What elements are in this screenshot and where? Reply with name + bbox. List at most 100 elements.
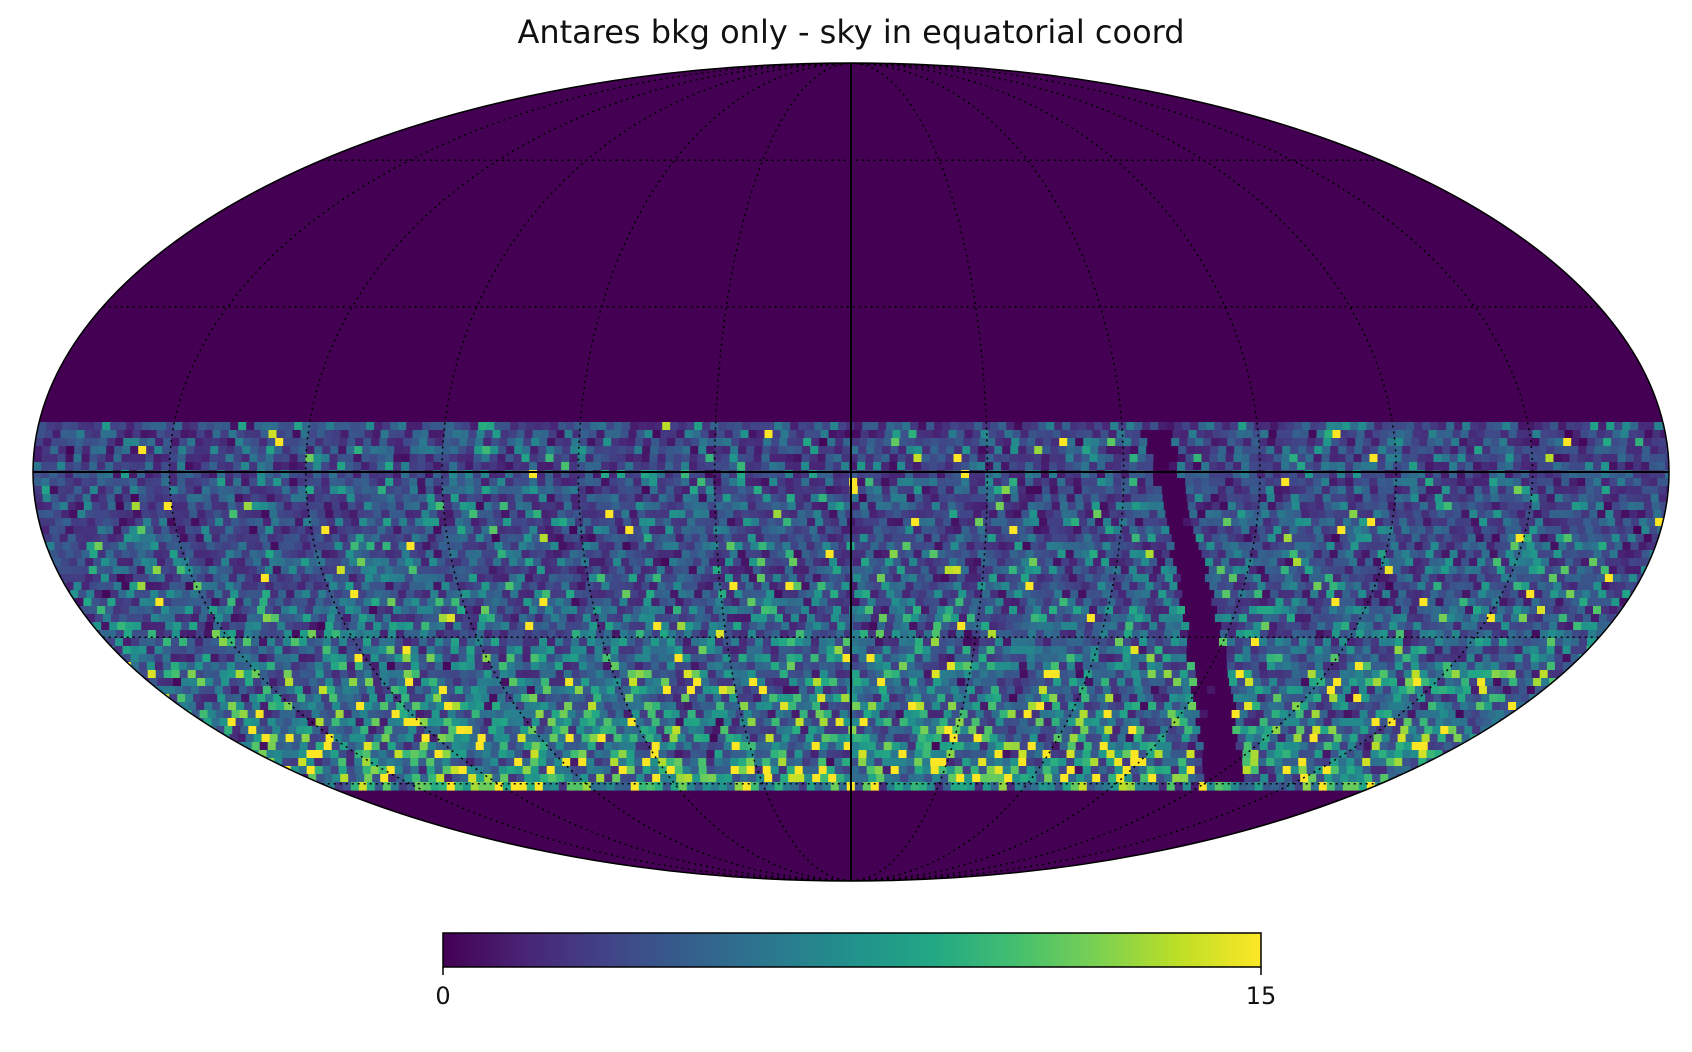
sky-pixel	[57, 550, 67, 559]
sky-pixel	[1263, 518, 1272, 527]
sky-pixel	[745, 486, 755, 495]
sky-pixel	[697, 486, 707, 495]
sky-pixel	[1105, 606, 1114, 615]
sky-pixel	[211, 438, 220, 447]
sky-pixel	[974, 542, 984, 551]
sky-pixel	[1163, 534, 1173, 543]
sky-pixel	[724, 574, 734, 583]
sky-pixel	[1275, 534, 1285, 543]
sky-pixel	[857, 582, 866, 591]
sky-pixel	[1558, 590, 1567, 599]
sky-pixel	[1435, 534, 1445, 543]
sky-pixel	[1473, 478, 1482, 487]
sky-pixel	[161, 478, 170, 487]
sky-pixel	[306, 494, 316, 503]
sky-pixel	[1610, 446, 1619, 455]
sky-pixel	[871, 518, 880, 527]
sky-pixel	[1001, 606, 1010, 615]
sky-pixel	[775, 518, 784, 527]
sky-pixel	[1513, 486, 1523, 495]
sky-pixel	[861, 558, 870, 567]
sky-pixel	[553, 526, 562, 535]
sky-pixel	[1179, 438, 1188, 447]
sky-pixel	[569, 462, 578, 471]
sky-pixel	[795, 438, 804, 447]
sky-pixel	[185, 454, 195, 463]
sky-pixel	[1426, 494, 1436, 503]
sky-pixel	[929, 486, 939, 495]
sky-pixel	[960, 566, 970, 575]
sky-pixel	[1157, 510, 1166, 519]
sky-pixel	[1286, 542, 1296, 551]
sky-pixel	[114, 446, 123, 455]
sky-pixel	[1097, 470, 1106, 479]
sky-pixel	[982, 590, 991, 599]
sky-pixel	[117, 558, 126, 567]
sky-pixel	[832, 566, 842, 575]
sky-pixel	[1146, 446, 1155, 455]
sky-pixel	[694, 590, 703, 599]
sky-pixel	[1159, 518, 1168, 527]
sky-pixel	[769, 550, 779, 559]
sky-pixel	[1565, 510, 1574, 519]
sky-pixel	[649, 478, 658, 487]
sky-pixel	[246, 542, 256, 551]
sky-pixel	[945, 470, 954, 479]
sky-pixel	[833, 454, 843, 463]
sky-pixel	[534, 590, 543, 599]
sky-pixel	[740, 430, 750, 439]
sky-pixel	[192, 566, 202, 575]
sky-pixel	[305, 550, 315, 559]
sky-pixel	[382, 422, 391, 431]
sky-pixel	[625, 486, 635, 495]
sky-pixel	[132, 574, 142, 583]
sky-pixel	[1395, 502, 1405, 511]
sky-pixel	[1619, 502, 1629, 511]
sky-pixel	[872, 566, 882, 575]
sky-pixel	[69, 558, 78, 567]
sky-pixel	[1325, 510, 1334, 519]
sky-pixel	[222, 590, 231, 599]
sky-pixel	[913, 550, 923, 559]
sky-pixel	[1305, 606, 1314, 615]
sky-pixel	[546, 446, 555, 455]
sky-pixel	[1323, 598, 1332, 607]
sky-pixel	[1577, 478, 1586, 487]
sky-pixel	[556, 574, 566, 583]
sky-pixel	[1257, 462, 1266, 471]
sky-pixel	[1489, 462, 1498, 471]
sky-pixel	[1041, 470, 1050, 479]
sky-pixel	[1489, 470, 1498, 479]
sky-pixel	[695, 518, 704, 527]
sky-pixel	[782, 614, 792, 623]
sky-pixel	[1155, 502, 1165, 511]
sky-pixel	[1121, 550, 1131, 559]
sky-pixel	[1321, 478, 1330, 487]
sky-pixel	[761, 526, 770, 535]
sky-pixel	[173, 558, 182, 567]
sky-pixel	[467, 534, 477, 543]
sky-pixel	[1233, 486, 1243, 495]
sky-pixel	[1215, 518, 1224, 527]
sky-pixel	[1013, 510, 1022, 519]
sky-pixel	[119, 518, 128, 527]
sky-pixel	[410, 446, 419, 455]
sky-pixel	[257, 550, 267, 559]
sky-pixel	[1481, 486, 1491, 495]
sky-pixel	[1374, 590, 1383, 599]
sky-pixel	[1033, 606, 1042, 615]
sky-pixel	[401, 550, 411, 559]
sky-pixel	[474, 446, 483, 455]
sky-pixel	[637, 558, 646, 567]
sky-pixel	[105, 462, 114, 471]
sky-pixel	[939, 502, 949, 511]
sky-pixel	[677, 510, 686, 519]
sky-pixel	[1422, 590, 1431, 599]
sky-pixel	[1042, 446, 1051, 455]
sky-pixel	[244, 430, 254, 439]
sky-pixel	[1625, 478, 1634, 487]
sky-pixel	[988, 574, 998, 583]
sky-pixel	[1145, 462, 1154, 471]
sky-pixel	[1481, 550, 1491, 559]
sky-pixel	[987, 502, 997, 511]
